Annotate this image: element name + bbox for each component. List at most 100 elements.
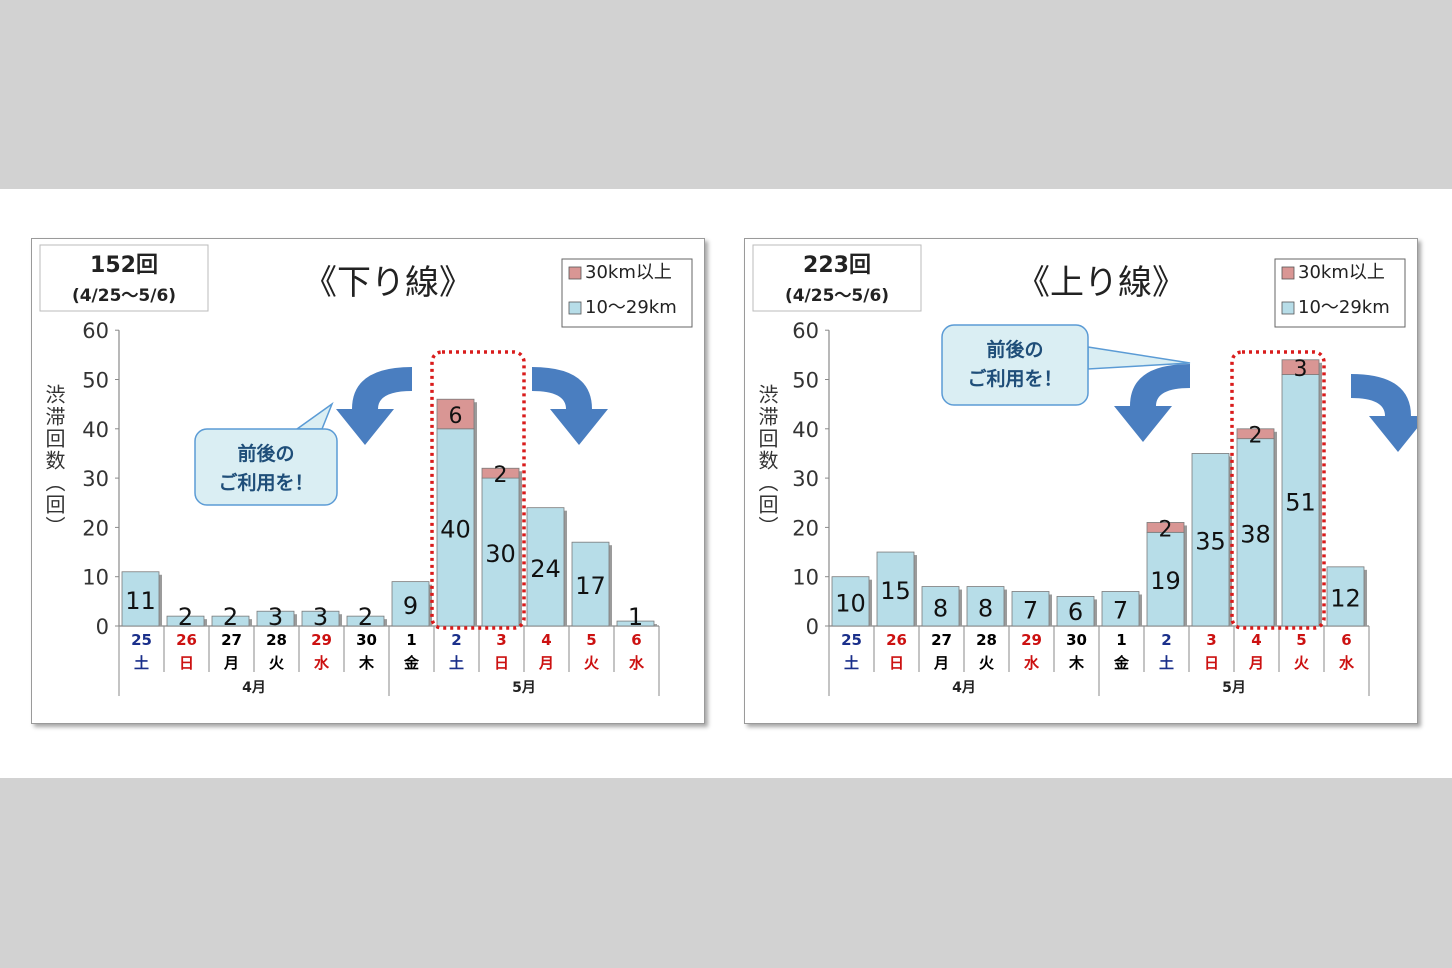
- category-weekday: 日: [179, 654, 194, 672]
- bar-30km-plus: [1146, 522, 1185, 533]
- category-day: 6: [631, 631, 641, 649]
- bar-value-label: 11: [125, 587, 156, 615]
- category-day: 25: [131, 631, 152, 649]
- category-weekday: 水: [629, 654, 645, 672]
- category-weekday: 月: [1248, 654, 1264, 672]
- y-tick-label: 50: [792, 369, 819, 393]
- category-day: 3: [496, 631, 506, 649]
- category-day: 4: [1251, 631, 1261, 649]
- bar-value-label: 51: [1285, 488, 1316, 516]
- legend-label: 10～29km: [585, 297, 677, 318]
- legend-swatch: [568, 266, 582, 280]
- bar-top-value-label: 2: [1159, 517, 1173, 542]
- bar-value-label: 38: [1240, 520, 1271, 548]
- callout-line1: 前後の: [986, 338, 1043, 361]
- legend-swatch: [568, 301, 582, 315]
- total-count: 223回: [803, 253, 871, 278]
- category-day: 3: [1206, 631, 1216, 649]
- y-tick-label: 10: [792, 566, 819, 590]
- y-tick-label: 60: [792, 319, 819, 343]
- bar-10-29km: [211, 615, 250, 627]
- y-tick-label: 20: [792, 516, 819, 540]
- legend-swatch: [1281, 266, 1295, 280]
- month-label: 4月: [952, 680, 976, 696]
- category-day: 25: [841, 631, 862, 649]
- bar-value-label: 8: [933, 594, 948, 622]
- legend-box: [1274, 258, 1406, 328]
- bar-10-29km: [526, 507, 565, 627]
- bar-value-label: 7: [1113, 597, 1128, 625]
- bar-10-29km: [481, 477, 520, 627]
- bar-value-label: 6: [1068, 598, 1083, 626]
- bar-10-29km: [1281, 374, 1320, 627]
- category-weekday: 日: [1204, 654, 1219, 672]
- bar-10-29km: [616, 620, 655, 627]
- chart-title: 《上り線》: [1016, 263, 1186, 303]
- bar-value-label: 7: [1023, 597, 1038, 625]
- bar-value-label: 3: [268, 603, 283, 631]
- bar-10-29km: [436, 428, 475, 627]
- category-day: 2: [1161, 631, 1171, 649]
- y-tick-label: 20: [82, 516, 109, 540]
- category-weekday: 水: [1024, 654, 1040, 672]
- category-weekday: 月: [223, 654, 239, 672]
- category-day: 5: [586, 631, 596, 649]
- category-day: 30: [1066, 631, 1087, 649]
- category-day: 5: [1296, 631, 1306, 649]
- bar-value-label: 12: [1330, 584, 1361, 612]
- total-box: [39, 244, 209, 312]
- callout-line1: 前後の: [237, 442, 294, 465]
- category-day: 26: [886, 631, 907, 649]
- bar-value-label: 40: [440, 515, 471, 543]
- category-weekday: 土: [1159, 654, 1174, 672]
- bar-10-29km: [921, 586, 960, 627]
- category-weekday: 金: [403, 654, 420, 672]
- legend-label: 30km以上: [585, 262, 672, 283]
- chart-title: 《下り線》: [303, 263, 473, 303]
- bar-value-label: 9: [403, 592, 418, 620]
- category-weekday: 金: [1113, 654, 1130, 672]
- bar-value-label: 24: [530, 555, 561, 583]
- total-box: [752, 244, 922, 312]
- category-weekday: 日: [494, 654, 509, 672]
- bar-value-label: 17: [575, 572, 606, 600]
- y-axis-label: 渋滞回数（回）: [755, 384, 779, 538]
- category-weekday: 土: [449, 654, 464, 672]
- bar-10-29km: [966, 586, 1005, 627]
- callout-bubble: [941, 324, 1089, 406]
- category-weekday: 水: [1339, 654, 1355, 672]
- bar-10-29km: [166, 615, 205, 627]
- callout-bubble: [194, 428, 338, 506]
- arrow-right-down-icon: [1351, 374, 1417, 452]
- bar-10-29km: [876, 551, 915, 627]
- arrow-right-down-icon: [532, 367, 608, 445]
- bar-30km-plus: [436, 398, 475, 430]
- category-weekday: 水: [314, 654, 330, 672]
- bar-value-label: 35: [1195, 528, 1226, 556]
- bar-10-29km: [301, 610, 340, 627]
- category-weekday: 土: [134, 654, 149, 672]
- bar-10-29km: [1011, 591, 1050, 627]
- bar-value-label: 1: [628, 603, 643, 631]
- category-weekday: 木: [1068, 654, 1085, 672]
- bar-top-value-label: 3: [1294, 357, 1308, 382]
- legend-box: [561, 258, 693, 328]
- category-weekday: 火: [1294, 654, 1310, 672]
- legend-label: 30km以上: [1298, 262, 1385, 283]
- bar-10-29km: [1326, 566, 1365, 627]
- category-weekday: 火: [979, 654, 995, 672]
- bar-top-value-label: 2: [1249, 424, 1263, 449]
- bar-value-label: 2: [223, 603, 238, 631]
- month-label: 5月: [512, 680, 536, 696]
- category-day: 29: [1021, 631, 1042, 649]
- bar-30km-plus: [481, 467, 520, 479]
- chart-up-svg: 223回 (4/25～5/6) 《上り線》 30km以上 10～29km 0 10 20 30 4…: [752, 244, 1417, 696]
- y-tick-label: 50: [82, 369, 109, 393]
- callout-tail: [294, 401, 334, 430]
- bar-10-29km: [831, 576, 870, 627]
- bar-top-value-label: 2: [494, 463, 508, 488]
- month-label: 4月: [242, 680, 266, 696]
- bar-10-29km: [1056, 596, 1095, 627]
- bar-10-29km: [121, 571, 160, 627]
- legend-swatch: [1281, 301, 1295, 315]
